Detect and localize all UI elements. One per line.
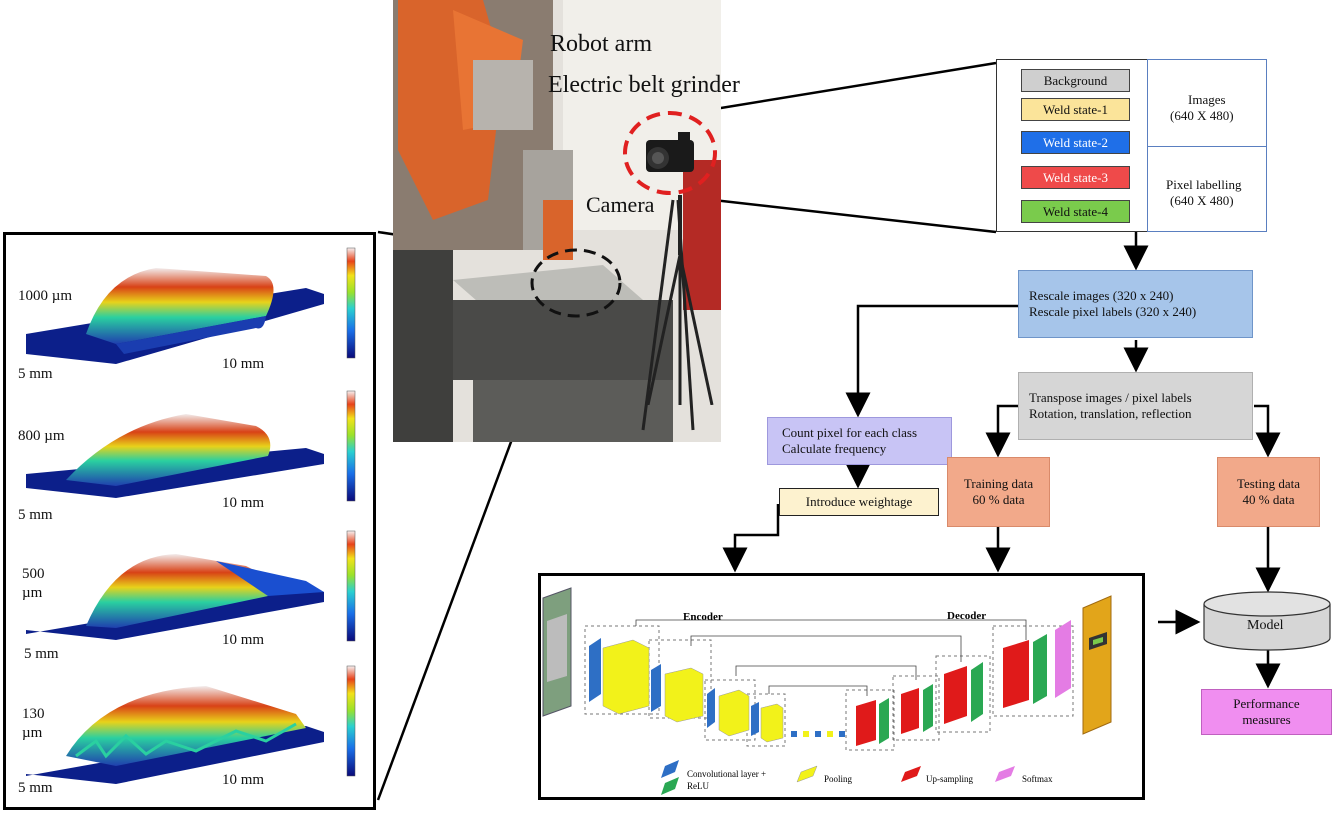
robot-photo	[393, 0, 721, 442]
profile-1-length: 10 mm	[222, 356, 265, 372]
count-pixel-box: Count pixel for each class Calculate fre…	[767, 417, 952, 465]
profile-3-height-unit: µm	[22, 585, 43, 601]
profile-1-width: 5 mm	[18, 366, 53, 382]
profile-3-width: 5 mm	[24, 646, 59, 662]
profile-2-height: 800 µm	[18, 428, 65, 444]
training-data-box: Training data 60 % data	[947, 457, 1050, 527]
pixel-labelling-box	[1147, 146, 1267, 232]
tripod-icon	[646, 195, 714, 405]
legend-softmax-label: Softmax	[1022, 774, 1053, 784]
class-weld-state-3: Weld state-3	[1021, 166, 1130, 189]
robot-arm-label: Robot arm	[550, 31, 652, 57]
profile-4-width: 5 mm	[18, 780, 53, 796]
weightage-box: Introduce weightage	[779, 488, 939, 516]
camera-icon	[623, 111, 717, 195]
class-weld-state-4: Weld state-4	[1021, 200, 1130, 223]
profile-4-height: 130	[22, 706, 45, 722]
rescale-box: Rescale images (320 x 240) Rescale pixel…	[1018, 270, 1253, 338]
legend-pooling-label: Pooling	[824, 774, 853, 784]
class-weld-state-1: Weld state-1	[1021, 98, 1130, 121]
camera-label: Camera	[586, 192, 655, 217]
legend-pooling-swatch	[796, 765, 818, 783]
images-title: Images	[1188, 92, 1226, 107]
legend-conv-label: Convolutional layer +	[687, 769, 766, 779]
grinding-area-marker	[530, 248, 622, 318]
decoder-label: Decoder	[947, 610, 986, 622]
legend-upsampling-label: Up-sampling	[926, 774, 973, 784]
segnet-panel	[538, 573, 1145, 800]
segnet-architecture: Encoder Decoder Convolutional layer + Re…	[542, 587, 1112, 795]
model-label: Model	[1247, 618, 1284, 633]
profile-plot-4	[26, 665, 356, 784]
profile-4-height-unit: µm	[22, 725, 43, 741]
transpose-box: Transpose images / pixel labels Rotation…	[1018, 372, 1253, 440]
profile-plot-1	[26, 247, 356, 364]
robot-photo-illustration	[393, 0, 721, 442]
class-weld-state-2: Weld state-2	[1021, 131, 1130, 154]
profile-1-height: 1000 µm	[18, 288, 73, 304]
surface-profile-plots	[26, 247, 356, 784]
profile-3-height: 500	[22, 566, 45, 582]
model-cylinder	[1203, 591, 1331, 651]
profile-plot-3	[26, 530, 356, 642]
belt-grinder-label: Electric belt grinder	[548, 72, 740, 98]
surface-profiles-panel	[3, 232, 376, 810]
encoder-label: Encoder	[683, 611, 723, 623]
legend-relu-label: ReLU	[687, 781, 709, 791]
profile-2-length: 10 mm	[222, 495, 265, 511]
profile-2-width: 5 mm	[18, 507, 53, 523]
pixel-labelling-size: (640 X 480)	[1170, 193, 1234, 208]
profile-plot-2	[26, 390, 356, 502]
legend-upsampling-swatch	[901, 766, 921, 782]
profile-3-length: 10 mm	[222, 632, 265, 648]
performance-box: Performance measures	[1201, 689, 1332, 735]
legend-conv-swatch	[661, 760, 679, 778]
profile-4-length: 10 mm	[222, 772, 265, 788]
pixel-labelling-title: Pixel labelling	[1166, 177, 1242, 192]
class-background: Background	[1021, 69, 1130, 92]
testing-data-box: Testing data 40 % data	[1217, 457, 1320, 527]
legend-relu-swatch	[661, 777, 679, 795]
legend-softmax-swatch	[995, 766, 1015, 782]
images-size: (640 X 480)	[1170, 108, 1234, 123]
